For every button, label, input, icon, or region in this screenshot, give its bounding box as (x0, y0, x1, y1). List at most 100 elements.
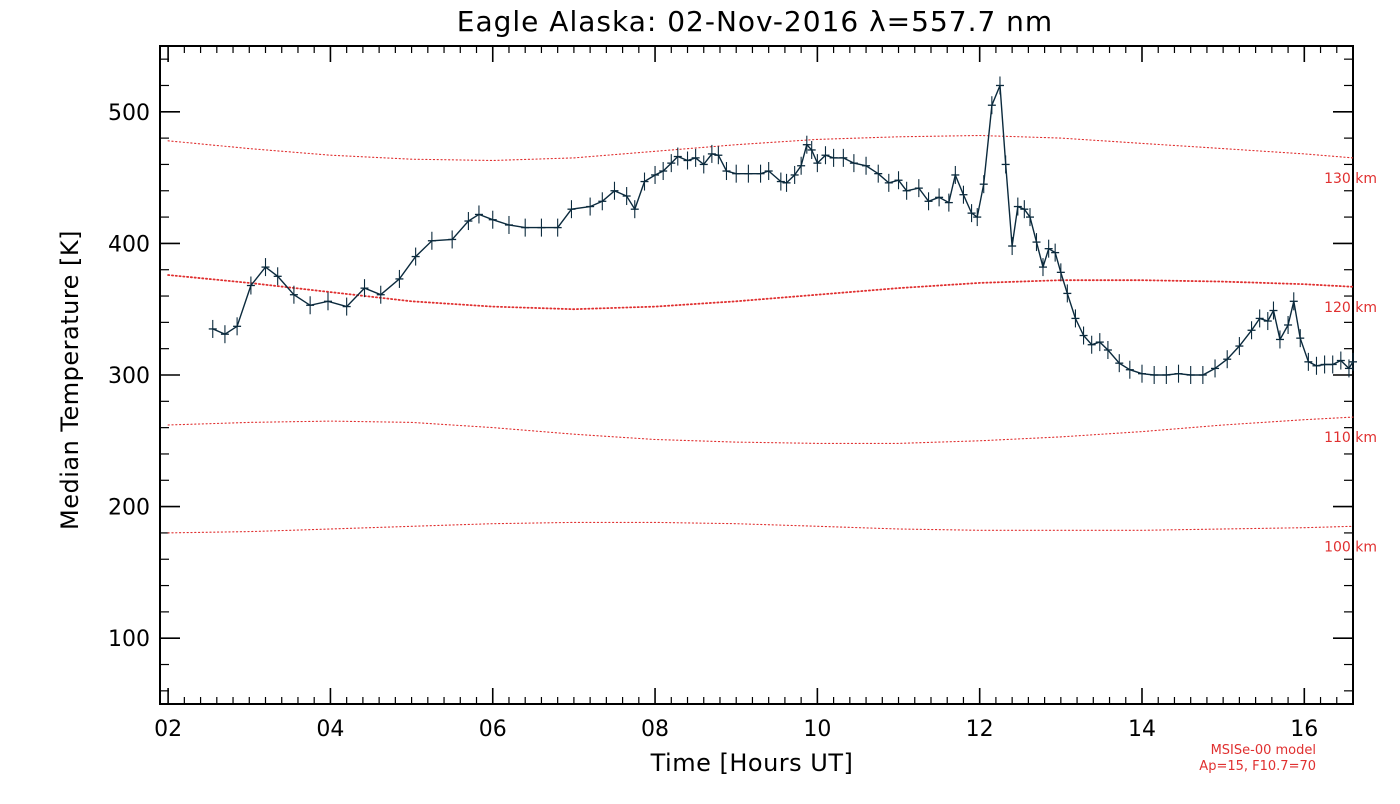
x-axis-label: Time [Hours UT] (650, 749, 854, 777)
x-tick-label: 16 (1290, 717, 1318, 742)
data-point (708, 145, 716, 163)
data-point (903, 182, 911, 200)
data-point (209, 320, 217, 338)
data-point (343, 298, 351, 316)
data-point (659, 162, 667, 180)
data-point (1045, 240, 1053, 258)
data-point (324, 292, 332, 310)
data-point (895, 171, 903, 189)
data-point (586, 198, 594, 216)
data-point (1032, 233, 1040, 251)
data-point (1039, 258, 1047, 276)
data-point (757, 165, 765, 183)
data-point (915, 179, 923, 197)
data-point (537, 219, 545, 237)
data-point (448, 230, 456, 248)
data-point (1014, 198, 1022, 216)
data-point (874, 165, 882, 183)
data-point (1008, 237, 1016, 255)
data-point (1104, 341, 1112, 359)
data-point (610, 182, 618, 200)
data-point (1223, 350, 1231, 368)
plot-area: 02 04 06 08 10 12 14 16 100 200 300 400 500 130 km 120… (108, 46, 1377, 742)
data-point (1211, 359, 1219, 377)
data-point (395, 270, 403, 288)
model-curve-label: 120 km (1324, 300, 1377, 316)
data-point (1321, 355, 1329, 373)
data-point (464, 212, 472, 230)
data-point (554, 219, 562, 237)
model-note: MSISe-00 model (1211, 743, 1316, 758)
data-point (262, 258, 270, 276)
data-point (980, 175, 988, 193)
y-tick-label: 500 (108, 101, 150, 126)
data-point (1199, 366, 1207, 384)
chart-root: Eagle Alaska: 02-Nov-2016 λ=557.7 nm Med… (0, 0, 1400, 800)
y-tick-label: 400 (108, 232, 150, 257)
data-point (885, 174, 893, 192)
model-curve (168, 136, 1353, 161)
y-tick-label: 300 (108, 364, 150, 389)
data-point (732, 165, 740, 183)
x-tick-label: 14 (1128, 717, 1156, 742)
data-point (1002, 155, 1010, 173)
data-point (1175, 365, 1183, 383)
data-point (489, 211, 497, 229)
data-point (925, 192, 933, 210)
data-point (1312, 357, 1320, 375)
data-point (1150, 366, 1158, 384)
model-curve-label: 100 km (1324, 539, 1377, 555)
x-tick-label: 08 (641, 717, 669, 742)
temperature-series-line (213, 86, 1353, 376)
data-point (1026, 208, 1034, 226)
data-point (651, 166, 659, 184)
data-point (567, 200, 575, 218)
model-curve (168, 522, 1353, 533)
data-point (377, 286, 385, 304)
data-point (862, 157, 870, 175)
data-point (505, 216, 513, 234)
data-point (850, 154, 858, 172)
data-point (412, 248, 420, 266)
data-point (777, 173, 785, 191)
model-curve-label: 110 km (1324, 430, 1377, 446)
data-point (821, 146, 829, 164)
data-point (1138, 365, 1146, 383)
data-point (935, 188, 943, 206)
data-point (945, 194, 953, 212)
chart-title: Eagle Alaska: 02-Nov-2016 λ=557.7 nm (457, 5, 1053, 38)
model-curve (168, 417, 1353, 443)
data-point (1329, 355, 1337, 373)
data-point (839, 149, 847, 167)
data-point (692, 149, 700, 167)
data-point (1051, 244, 1059, 262)
data-point (274, 267, 282, 285)
data-point (521, 219, 529, 237)
data-point (973, 208, 981, 226)
data-point (1337, 352, 1345, 370)
data-point (1126, 361, 1134, 379)
chart-svg: Eagle Alaska: 02-Nov-2016 λ=557.7 nm Med… (0, 0, 1400, 800)
data-point (1187, 366, 1195, 384)
data-point (791, 166, 799, 184)
y-tick-label: 100 (108, 627, 150, 652)
x-tick-label: 06 (479, 717, 507, 742)
data-point (1063, 284, 1071, 302)
data-point (1256, 309, 1264, 327)
data-point (1020, 200, 1028, 218)
data-point (783, 174, 791, 192)
data-point (361, 279, 369, 297)
y-tick-label: 200 (108, 496, 150, 521)
data-point (830, 149, 838, 167)
data-point (744, 165, 752, 183)
data-point (700, 155, 708, 173)
data-point (221, 325, 229, 343)
data-point (475, 205, 483, 223)
data-point (803, 136, 811, 154)
y-axis-label: Median Temperature [K] (56, 230, 84, 530)
data-point (797, 157, 805, 175)
data-point (684, 151, 692, 169)
model-curve (168, 275, 1353, 309)
data-point (1115, 354, 1123, 372)
data-point (1057, 263, 1065, 281)
